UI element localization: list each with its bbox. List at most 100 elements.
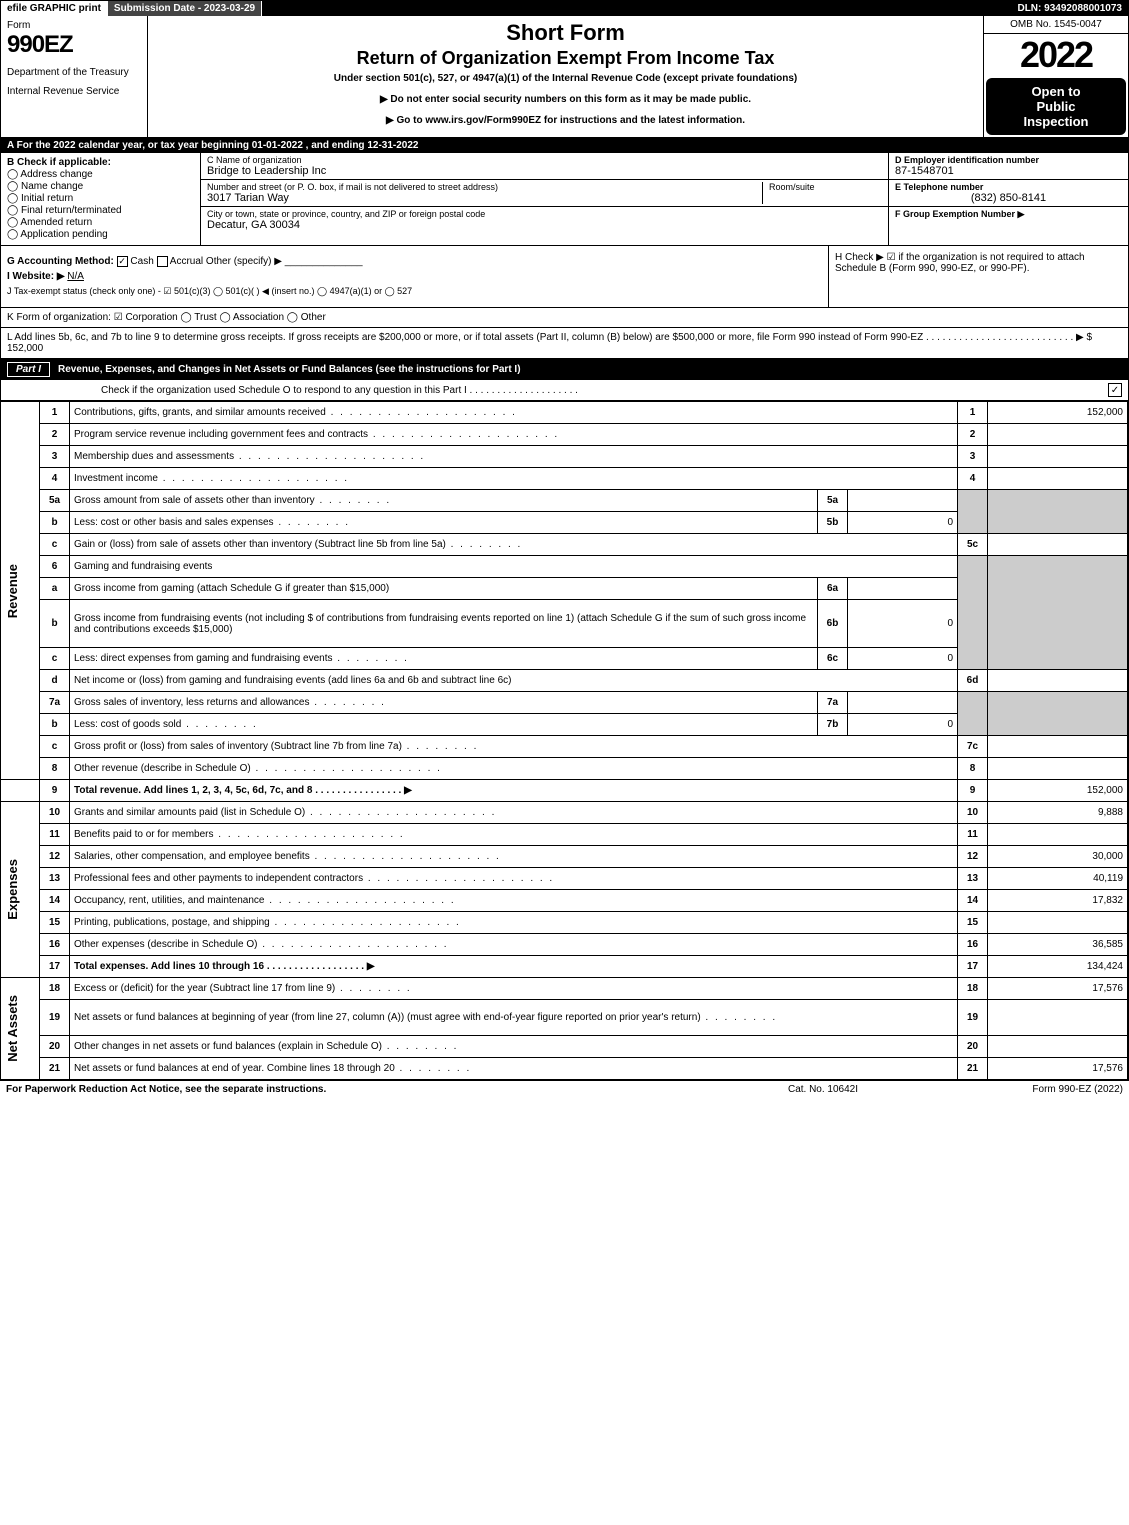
line-i: I Website: ▶ N/A: [7, 271, 822, 282]
note-ssn: ▶ Do not enter social security numbers o…: [156, 94, 975, 105]
g-label: G Accounting Method:: [7, 256, 114, 267]
chk-application-pending[interactable]: ◯ Application pending: [7, 229, 194, 240]
r11-num: 11: [40, 824, 70, 846]
form-word: Form: [7, 20, 141, 31]
line-k: K Form of organization: ☑ Corporation ◯ …: [1, 308, 1128, 328]
section-b: B Check if applicable: ◯ Address change …: [1, 153, 201, 245]
c-street-label: Number and street (or P. O. box, if mail…: [207, 182, 762, 192]
r4-rn: 4: [958, 468, 988, 490]
tax-year: 2022: [984, 34, 1128, 76]
line-j: J Tax-exempt status (check only one) - ☑…: [7, 286, 822, 297]
r6c-il: 6c: [818, 648, 848, 670]
r13-rn: 13: [958, 868, 988, 890]
c-name-val: Bridge to Leadership Inc: [207, 165, 326, 177]
part-1-schedule-o-chk[interactable]: ✓: [1108, 383, 1122, 397]
part-1-num: Part I: [7, 362, 50, 377]
chk-amended-return[interactable]: ◯ Amended return: [7, 217, 194, 228]
part-1-title: Revenue, Expenses, and Changes in Net As…: [58, 364, 1122, 375]
f-label: F Group Exemption Number ▶: [895, 209, 1122, 220]
r12-rv: 30,000: [988, 846, 1128, 868]
r13-num: 13: [40, 868, 70, 890]
r10-rv: 9,888: [988, 802, 1128, 824]
r7c-rv: [988, 736, 1128, 758]
r16-rn: 16: [958, 934, 988, 956]
r5a-desc: Gross amount from sale of assets other t…: [70, 490, 818, 512]
c-street-val: 3017 Tarian Way: [207, 192, 762, 204]
shade-7: [958, 692, 988, 736]
form-990ez: efile GRAPHIC print Submission Date - 20…: [0, 0, 1129, 1081]
r6b-desc: Gross income from fundraising events (no…: [70, 600, 818, 648]
omb-number: OMB No. 1545-0047: [984, 16, 1128, 34]
expenses-side-label: Expenses: [1, 802, 40, 978]
r6c-desc: Less: direct expenses from gaming and fu…: [70, 648, 818, 670]
r1-num: 1: [40, 402, 70, 424]
r14-num: 14: [40, 890, 70, 912]
r6a-il: 6a: [818, 578, 848, 600]
r3-num: 3: [40, 446, 70, 468]
dln: DLN: 93492088001073: [1011, 1, 1128, 16]
note-goto: ▶ Go to www.irs.gov/Form990EZ for instru…: [156, 115, 975, 126]
r7c-rn: 7c: [958, 736, 988, 758]
chk-initial-return[interactable]: ◯ Initial return: [7, 193, 194, 204]
d-val: 87-1548701: [895, 165, 1122, 177]
top-bar: efile GRAPHIC print Submission Date - 20…: [1, 1, 1128, 16]
r6b-iv: 0: [848, 600, 958, 648]
r2-rv: [988, 424, 1128, 446]
open3: Inspection: [992, 114, 1120, 129]
r14-desc: Occupancy, rent, utilities, and maintena…: [70, 890, 958, 912]
line-l: L Add lines 5b, 6c, and 7b to line 9 to …: [1, 328, 1128, 359]
chk-name-change[interactable]: ◯ Name change: [7, 181, 194, 192]
r7a-iv: [848, 692, 958, 714]
header-left: Form 990EZ Department of the Treasury In…: [1, 16, 148, 137]
r18-rn: 18: [958, 978, 988, 1000]
r20-rv: [988, 1036, 1128, 1058]
c-name-label: C Name of organization: [207, 155, 326, 165]
title-short-form: Short Form: [156, 20, 975, 46]
section-c: C Name of organization Bridge to Leaders…: [201, 153, 888, 245]
r2-rn: 2: [958, 424, 988, 446]
chk-address-change[interactable]: ◯ Address change: [7, 169, 194, 180]
r7a-num: 7a: [40, 692, 70, 714]
c-city-val: Decatur, GA 30034: [207, 219, 485, 231]
efile-label: efile GRAPHIC print: [1, 1, 108, 16]
part-1-table: Revenue 1 Contributions, gifts, grants, …: [1, 401, 1128, 1080]
open-to-public: Open to Public Inspection: [986, 78, 1126, 135]
subtitle: Under section 501(c), 527, or 4947(a)(1)…: [156, 73, 975, 84]
shade-7v: [988, 692, 1128, 736]
r1-desc: Contributions, gifts, grants, and simila…: [70, 402, 958, 424]
r20-desc: Other changes in net assets or fund bala…: [70, 1036, 958, 1058]
form-number: 990EZ: [7, 31, 141, 59]
r11-desc: Benefits paid to or for members: [70, 824, 958, 846]
r6a-num: a: [40, 578, 70, 600]
r7b-il: 7b: [818, 714, 848, 736]
chk-cash[interactable]: ✓: [117, 256, 128, 267]
chk-accrual[interactable]: [157, 256, 168, 267]
section-d-e-f: D Employer identification number 87-1548…: [888, 153, 1128, 245]
r2-desc: Program service revenue including govern…: [70, 424, 958, 446]
header-right: OMB No. 1545-0047 2022 Open to Public In…: [983, 16, 1128, 137]
r16-rv: 36,585: [988, 934, 1128, 956]
e-val: (832) 850-8141: [895, 192, 1122, 204]
r21-rv: 17,576: [988, 1058, 1128, 1080]
c-name-cell: C Name of organization Bridge to Leaders…: [201, 153, 888, 180]
r9-rn: 9: [958, 780, 988, 802]
line-h: H Check ▶ ☑ if the organization is not r…: [828, 246, 1128, 307]
dept-treasury: Department of the Treasury: [7, 67, 141, 78]
footer-center: Cat. No. 10642I: [723, 1084, 923, 1095]
line-a: A For the 2022 calendar year, or tax yea…: [1, 138, 1128, 153]
r18-num: 18: [40, 978, 70, 1000]
r6d-num: d: [40, 670, 70, 692]
d-label: D Employer identification number: [895, 155, 1122, 165]
r16-num: 16: [40, 934, 70, 956]
spacer: [262, 1, 1011, 16]
part-1-sub: Check if the organization used Schedule …: [1, 380, 1128, 401]
r21-num: 21: [40, 1058, 70, 1080]
chk-final-return[interactable]: ◯ Final return/terminated: [7, 205, 194, 216]
rev-side-end: [1, 780, 40, 802]
r5b-desc: Less: cost or other basis and sales expe…: [70, 512, 818, 534]
r19-num: 19: [40, 1000, 70, 1036]
r12-rn: 12: [958, 846, 988, 868]
part-1-header: Part I Revenue, Expenses, and Changes in…: [1, 359, 1128, 380]
r7a-il: 7a: [818, 692, 848, 714]
r13-desc: Professional fees and other payments to …: [70, 868, 958, 890]
